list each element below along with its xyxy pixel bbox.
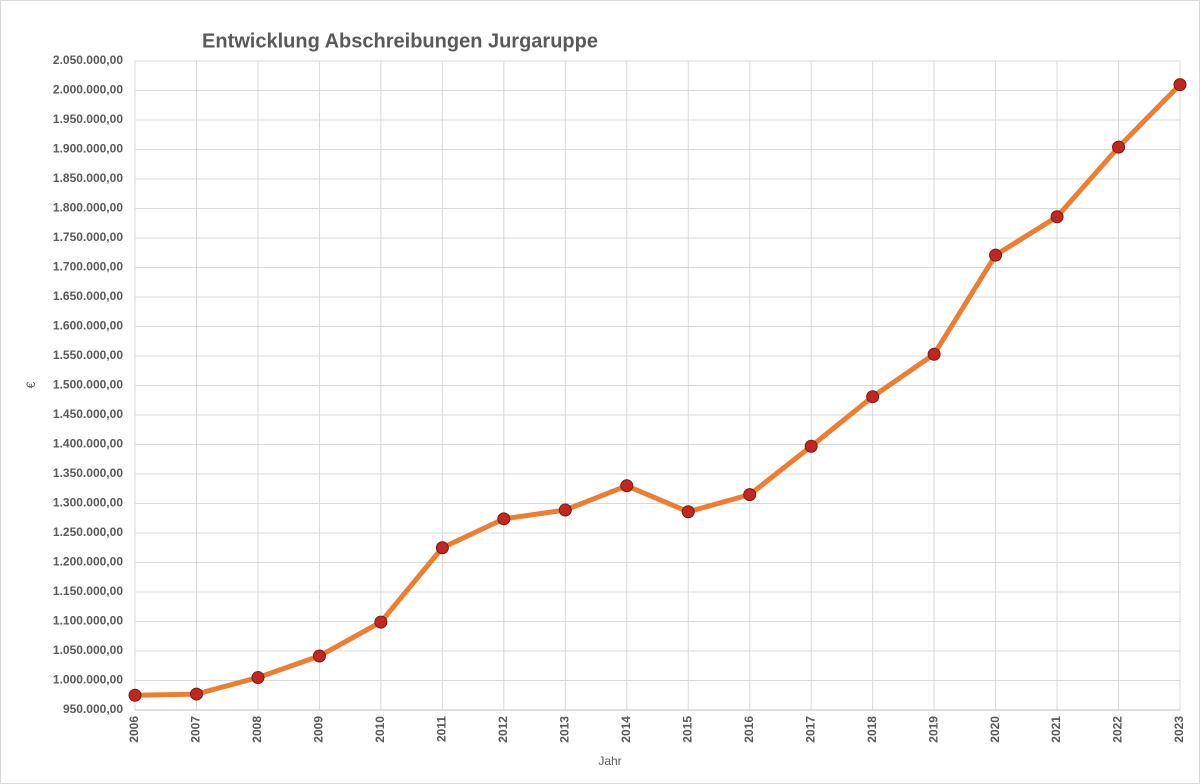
marker — [312, 649, 326, 663]
y-tick-label: 1.050.000,00 — [53, 643, 123, 657]
marker — [927, 347, 941, 361]
y-tick-label: 1.500.000,00 — [53, 378, 123, 392]
marker — [435, 541, 449, 555]
marker — [866, 390, 880, 404]
x-tick-label: 2009 — [312, 716, 326, 743]
y-tick-label: 1.700.000,00 — [53, 260, 123, 274]
y-tick-label: 1.800.000,00 — [53, 201, 123, 215]
marker — [620, 479, 634, 493]
y-tick-label: 1.600.000,00 — [53, 319, 123, 333]
y-tick-label: 1.850.000,00 — [53, 171, 123, 185]
x-tick-label: 2016 — [742, 716, 756, 743]
marker — [1112, 140, 1126, 154]
y-tick-label: 1.150.000,00 — [53, 584, 123, 598]
marker — [681, 505, 695, 519]
x-tick-label: 2013 — [557, 716, 571, 743]
y-tick-label: 2.050.000,00 — [53, 53, 123, 67]
marker — [374, 615, 388, 629]
y-tick-label: 2.000.000,00 — [53, 83, 123, 97]
x-tick-label: 2010 — [373, 716, 387, 743]
x-tick-label: 2006 — [127, 716, 141, 743]
marker — [804, 439, 818, 453]
x-tick-label: 2014 — [619, 716, 633, 743]
marker — [1173, 78, 1187, 92]
y-tick-label: 1.550.000,00 — [53, 348, 123, 362]
marker — [189, 687, 203, 701]
y-tick-label: 1.400.000,00 — [53, 437, 123, 451]
y-tick-label: 1.100.000,00 — [53, 614, 123, 628]
y-tick-label: 1.900.000,00 — [53, 142, 123, 156]
y-tick-label: 1.950.000,00 — [53, 112, 123, 126]
line — [134, 82, 1182, 698]
x-tick-label: 2023 — [1172, 716, 1186, 743]
marker — [128, 688, 142, 702]
x-tick-label: 2011 — [435, 716, 449, 742]
x-tick-label: 2008 — [250, 716, 264, 743]
x-tick-label: 2017 — [803, 716, 817, 743]
y-tick-label: 1.300.000,00 — [53, 496, 123, 510]
x-tick-label: 2007 — [189, 716, 203, 743]
x-tick-label: 2020 — [988, 716, 1002, 743]
marker — [989, 248, 1003, 262]
y-tick-label: 1.200.000,00 — [53, 555, 123, 569]
y-tick-label: 1.450.000,00 — [53, 407, 123, 421]
y-tick-label: 1.250.000,00 — [53, 525, 123, 539]
x-tick-label: 2022 — [1111, 716, 1125, 743]
x-tick-label: 2012 — [496, 716, 510, 743]
y-tick-label: 1.650.000,00 — [53, 289, 123, 303]
x-tick-label: 2021 — [1049, 716, 1063, 743]
x-tick-label: 2015 — [680, 716, 694, 743]
x-tick-label: 2018 — [865, 716, 879, 743]
chart-title: Entwicklung Abschreibungen Jurgaruppe — [202, 30, 598, 52]
y-tick-label: 1.350.000,00 — [53, 466, 123, 480]
marker — [1050, 210, 1064, 224]
y-tick-label: 1.000.000,00 — [53, 673, 123, 687]
x-tick-label: 2019 — [926, 716, 940, 743]
y-tick-label: 950.000,00 — [63, 702, 123, 716]
y-axis-label: € — [24, 381, 38, 388]
y-tick-label: 1.750.000,00 — [53, 230, 123, 244]
marker — [743, 488, 757, 502]
marker — [497, 512, 511, 526]
x-axis-label: Jahr — [598, 754, 621, 768]
marker — [251, 671, 265, 685]
marker — [558, 503, 572, 517]
